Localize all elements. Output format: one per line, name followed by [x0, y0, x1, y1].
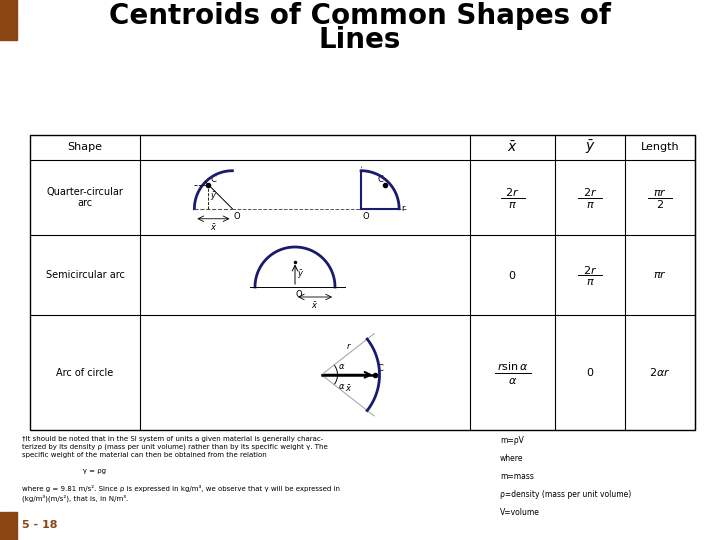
- Text: $\bar{x}$: $\bar{x}$: [210, 222, 217, 233]
- Text: $0$: $0$: [586, 367, 594, 379]
- Text: $\alpha$: $\alpha$: [338, 382, 346, 391]
- Text: C: C: [377, 364, 383, 373]
- Text: $2r$: $2r$: [583, 264, 597, 276]
- Text: $\pi$: $\pi$: [508, 199, 517, 210]
- Text: O: O: [362, 212, 369, 221]
- Bar: [0, 512, 17, 540]
- Text: $\pi r$: $\pi r$: [653, 187, 667, 198]
- Text: $r\sin\alpha$: $r\sin\alpha$: [497, 360, 528, 372]
- Text: $\bar{y}$: $\bar{y}$: [210, 190, 217, 203]
- Text: C: C: [210, 174, 216, 184]
- Text: O: O: [296, 290, 302, 299]
- Text: m=ρV: m=ρV: [500, 436, 524, 445]
- Text: Arc of circle: Arc of circle: [56, 368, 114, 377]
- Text: r: r: [347, 342, 351, 352]
- Text: 5 - 18: 5 - 18: [22, 520, 58, 530]
- Text: $2r$: $2r$: [583, 186, 597, 199]
- Text: $2$: $2$: [656, 199, 664, 211]
- Text: m=mass: m=mass: [500, 472, 534, 481]
- Text: $\pi r$: $\pi r$: [653, 269, 667, 280]
- Text: $\bar{y}$: $\bar{y}$: [585, 139, 595, 157]
- Text: Semicircular arc: Semicircular arc: [45, 270, 125, 280]
- Text: $\bar{x}$: $\bar{x}$: [507, 140, 518, 155]
- Bar: [30, 135, 695, 430]
- Text: Lines: Lines: [319, 26, 401, 54]
- Text: $\bar{y}$: $\bar{y}$: [297, 268, 305, 281]
- Text: †It should be noted that in the SI system of units a given material is generally: †It should be noted that in the SI syste…: [22, 436, 340, 502]
- Text: O: O: [233, 212, 240, 221]
- Text: where: where: [500, 454, 523, 463]
- Bar: [0, 0, 17, 40]
- Text: V=volume: V=volume: [500, 508, 540, 517]
- Text: r: r: [401, 204, 405, 213]
- Text: ρ=density (mass per unit volume): ρ=density (mass per unit volume): [500, 490, 631, 499]
- Text: $2r$: $2r$: [505, 186, 520, 199]
- Text: Shape: Shape: [68, 143, 102, 152]
- Text: $0$: $0$: [508, 269, 517, 281]
- Text: Centroids of Common Shapes of: Centroids of Common Shapes of: [109, 2, 611, 30]
- Text: $\pi$: $\pi$: [585, 199, 595, 210]
- Text: $\pi$: $\pi$: [585, 277, 595, 287]
- Text: $\bar{x}$: $\bar{x}$: [345, 383, 352, 394]
- Text: Length: Length: [641, 143, 679, 152]
- Text: $\alpha$: $\alpha$: [338, 362, 346, 371]
- Text: $2\alpha r$: $2\alpha r$: [649, 367, 671, 379]
- Text: $\alpha$: $\alpha$: [508, 375, 517, 386]
- Text: C: C: [377, 174, 383, 184]
- Text: $\bar{x}$: $\bar{x}$: [311, 300, 319, 311]
- Text: Quarter-circular
arc: Quarter-circular arc: [47, 187, 123, 208]
